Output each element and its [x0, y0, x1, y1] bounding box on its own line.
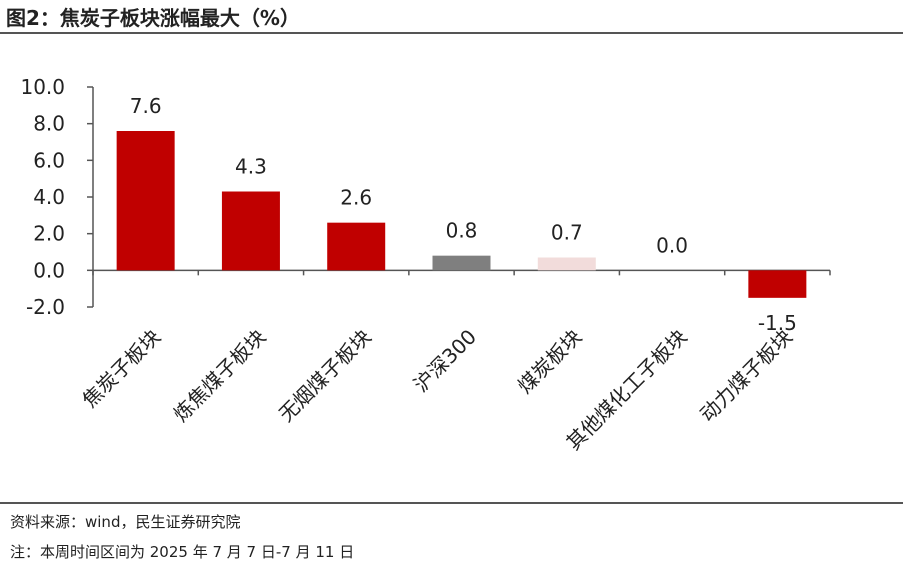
y-tick-label: 10.0	[20, 75, 65, 99]
chart-title: 图2：焦炭子板块涨幅最大（%）	[6, 6, 300, 30]
data-label: 0.8	[446, 219, 478, 243]
data-label: 0.0	[656, 233, 688, 257]
period-note: 注：本周时间区间为 2025 年 7 月 7 日-7 月 11 日	[10, 543, 355, 561]
bottom-divider	[0, 502, 903, 504]
data-label: 7.6	[130, 94, 162, 118]
bar-chart: 10.0 8.0 6.0 4.0 2.0 0.0 -2.0 7.6 焦炭子板块 4.3 炼焦煤子板块…	[20, 75, 831, 455]
bar	[748, 270, 807, 298]
y-tick-label: 2.0	[33, 222, 65, 246]
category-label: 焦炭子板块	[77, 325, 165, 413]
category-label: 炼焦煤子板块	[169, 325, 271, 427]
bar	[432, 255, 491, 271]
top-divider	[0, 32, 903, 34]
y-tick-label: 0.0	[33, 258, 65, 282]
category-label: 无烟煤子板块	[274, 325, 376, 427]
data-label: -1.5	[758, 311, 797, 335]
data-label: 0.7	[551, 221, 583, 245]
category-label: 煤炭板块	[513, 325, 587, 399]
y-tick-label: 6.0	[33, 148, 65, 172]
bar	[537, 257, 596, 271]
data-label: 4.3	[235, 155, 267, 179]
bar	[221, 191, 280, 271]
data-label: 2.6	[340, 186, 372, 210]
y-tick-label: 4.0	[33, 185, 65, 209]
category-label: 沪深300	[409, 325, 481, 397]
bar	[116, 131, 175, 271]
y-tick-label: -2.0	[26, 295, 65, 319]
source-note: 资料来源：wind，民生证券研究院	[10, 513, 241, 531]
category-label: 动力煤子板块	[695, 325, 797, 427]
y-tick-label: 8.0	[33, 112, 65, 136]
bar	[327, 222, 386, 271]
